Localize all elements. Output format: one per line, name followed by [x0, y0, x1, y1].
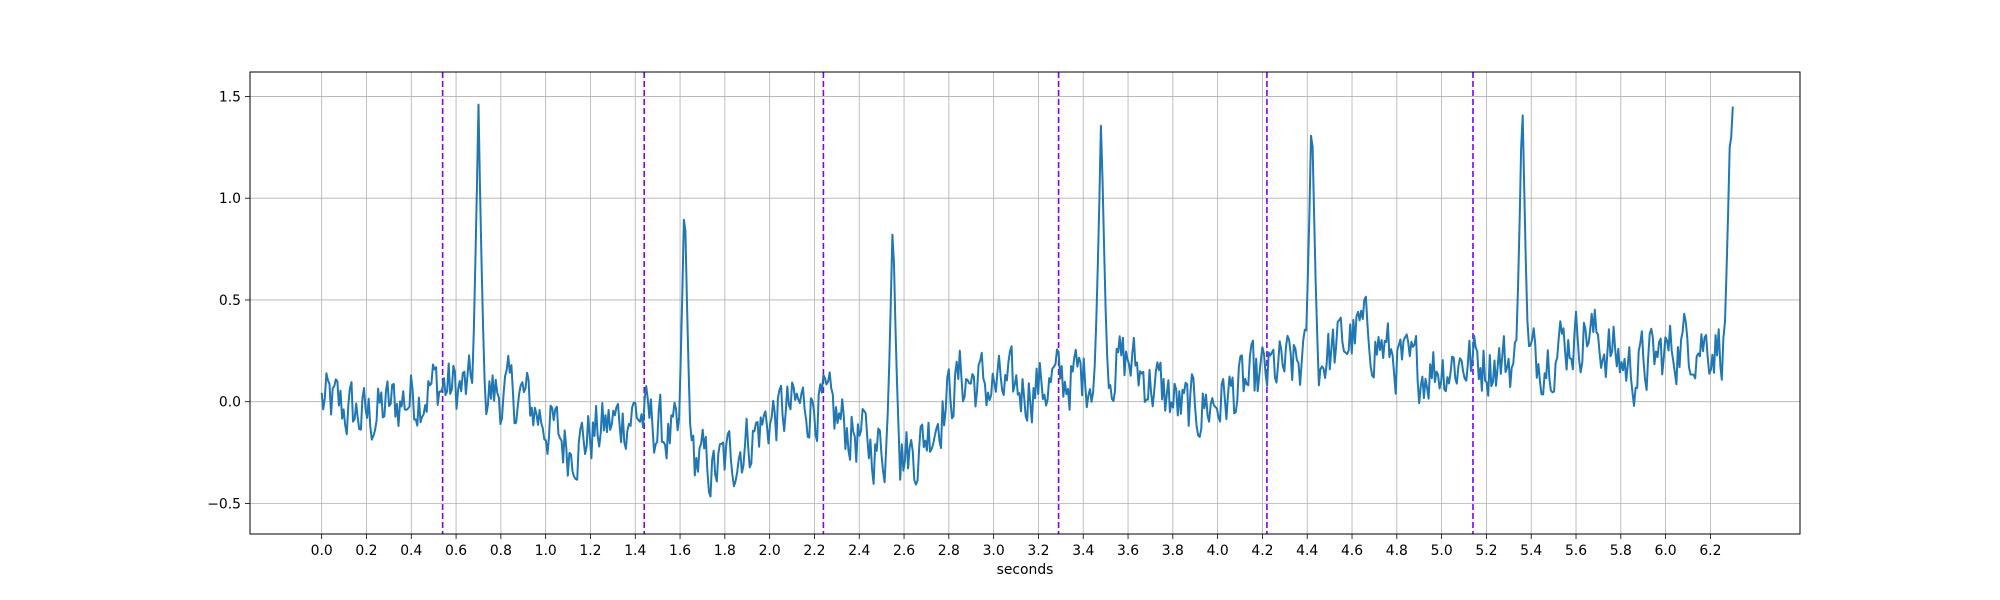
x-tick-label: 2.8 [938, 543, 960, 559]
y-axis-ticks: −0.5 0.0 0.5 1.0 1.5 [207, 89, 250, 512]
x-tick-label: 3.8 [1162, 543, 1184, 559]
x-tick-label: 0.4 [400, 543, 422, 559]
x-tick-label: 4.2 [1251, 543, 1273, 559]
x-tick-label: 5.8 [1610, 543, 1632, 559]
x-tick-label: 1.4 [624, 543, 646, 559]
x-tick-label: 4.4 [1296, 543, 1318, 559]
x-tick-label: 2.0 [759, 543, 781, 559]
y-tick-label: 1.5 [219, 89, 241, 105]
x-tick-label: 2.6 [893, 543, 915, 559]
x-tick-label: 0.6 [445, 543, 467, 559]
x-tick-label: 1.8 [714, 543, 736, 559]
x-tick-label: 6.2 [1699, 543, 1721, 559]
x-tick-label: 0.0 [311, 543, 333, 559]
x-tick-label: 3.4 [1072, 543, 1094, 559]
series-layer [320, 103, 1734, 498]
y-tick-label: 0.5 [219, 293, 241, 309]
y-tick-label: 1.0 [219, 191, 241, 207]
x-tick-label: 5.4 [1520, 543, 1542, 559]
x-tick-label: 4.0 [1207, 543, 1229, 559]
x-tick-label: 3.6 [1117, 543, 1139, 559]
x-tick-label: 4.6 [1341, 543, 1363, 559]
x-axis-ticks: 0.0 0.2 0.4 0.6 0.8 1.0 1.2 1.4 1.6 1.8 2.0 2.2 2.4 2… [311, 534, 1721, 559]
x-tick-label: 3.0 [983, 543, 1005, 559]
x-tick-label: 5.6 [1565, 543, 1587, 559]
series-line-signal [320, 103, 1734, 498]
x-tick-label: 1.6 [669, 543, 691, 559]
x-tick-label: 5.0 [1431, 543, 1453, 559]
plot-area-frame [249, 71, 1801, 535]
x-tick-label: 6.0 [1655, 543, 1677, 559]
x-tick-label: 4.8 [1386, 543, 1408, 559]
x-tick-label: 2.4 [848, 543, 870, 559]
event-markers [441, 72, 1474, 534]
x-tick-label: 1.0 [535, 543, 557, 559]
y-tick-label: −0.5 [207, 496, 241, 512]
x-tick-label: 2.2 [803, 543, 825, 559]
y-tick-label: 0.0 [219, 395, 241, 411]
x-tick-label: 3.2 [1027, 543, 1049, 559]
x-gridlines [321, 72, 1711, 534]
x-tick-label: 0.2 [355, 543, 377, 559]
x-tick-label: 0.8 [490, 543, 512, 559]
x-tick-label: 5.2 [1475, 543, 1497, 559]
x-tick-label: 1.2 [579, 543, 601, 559]
x-axis-label: seconds [997, 562, 1054, 578]
